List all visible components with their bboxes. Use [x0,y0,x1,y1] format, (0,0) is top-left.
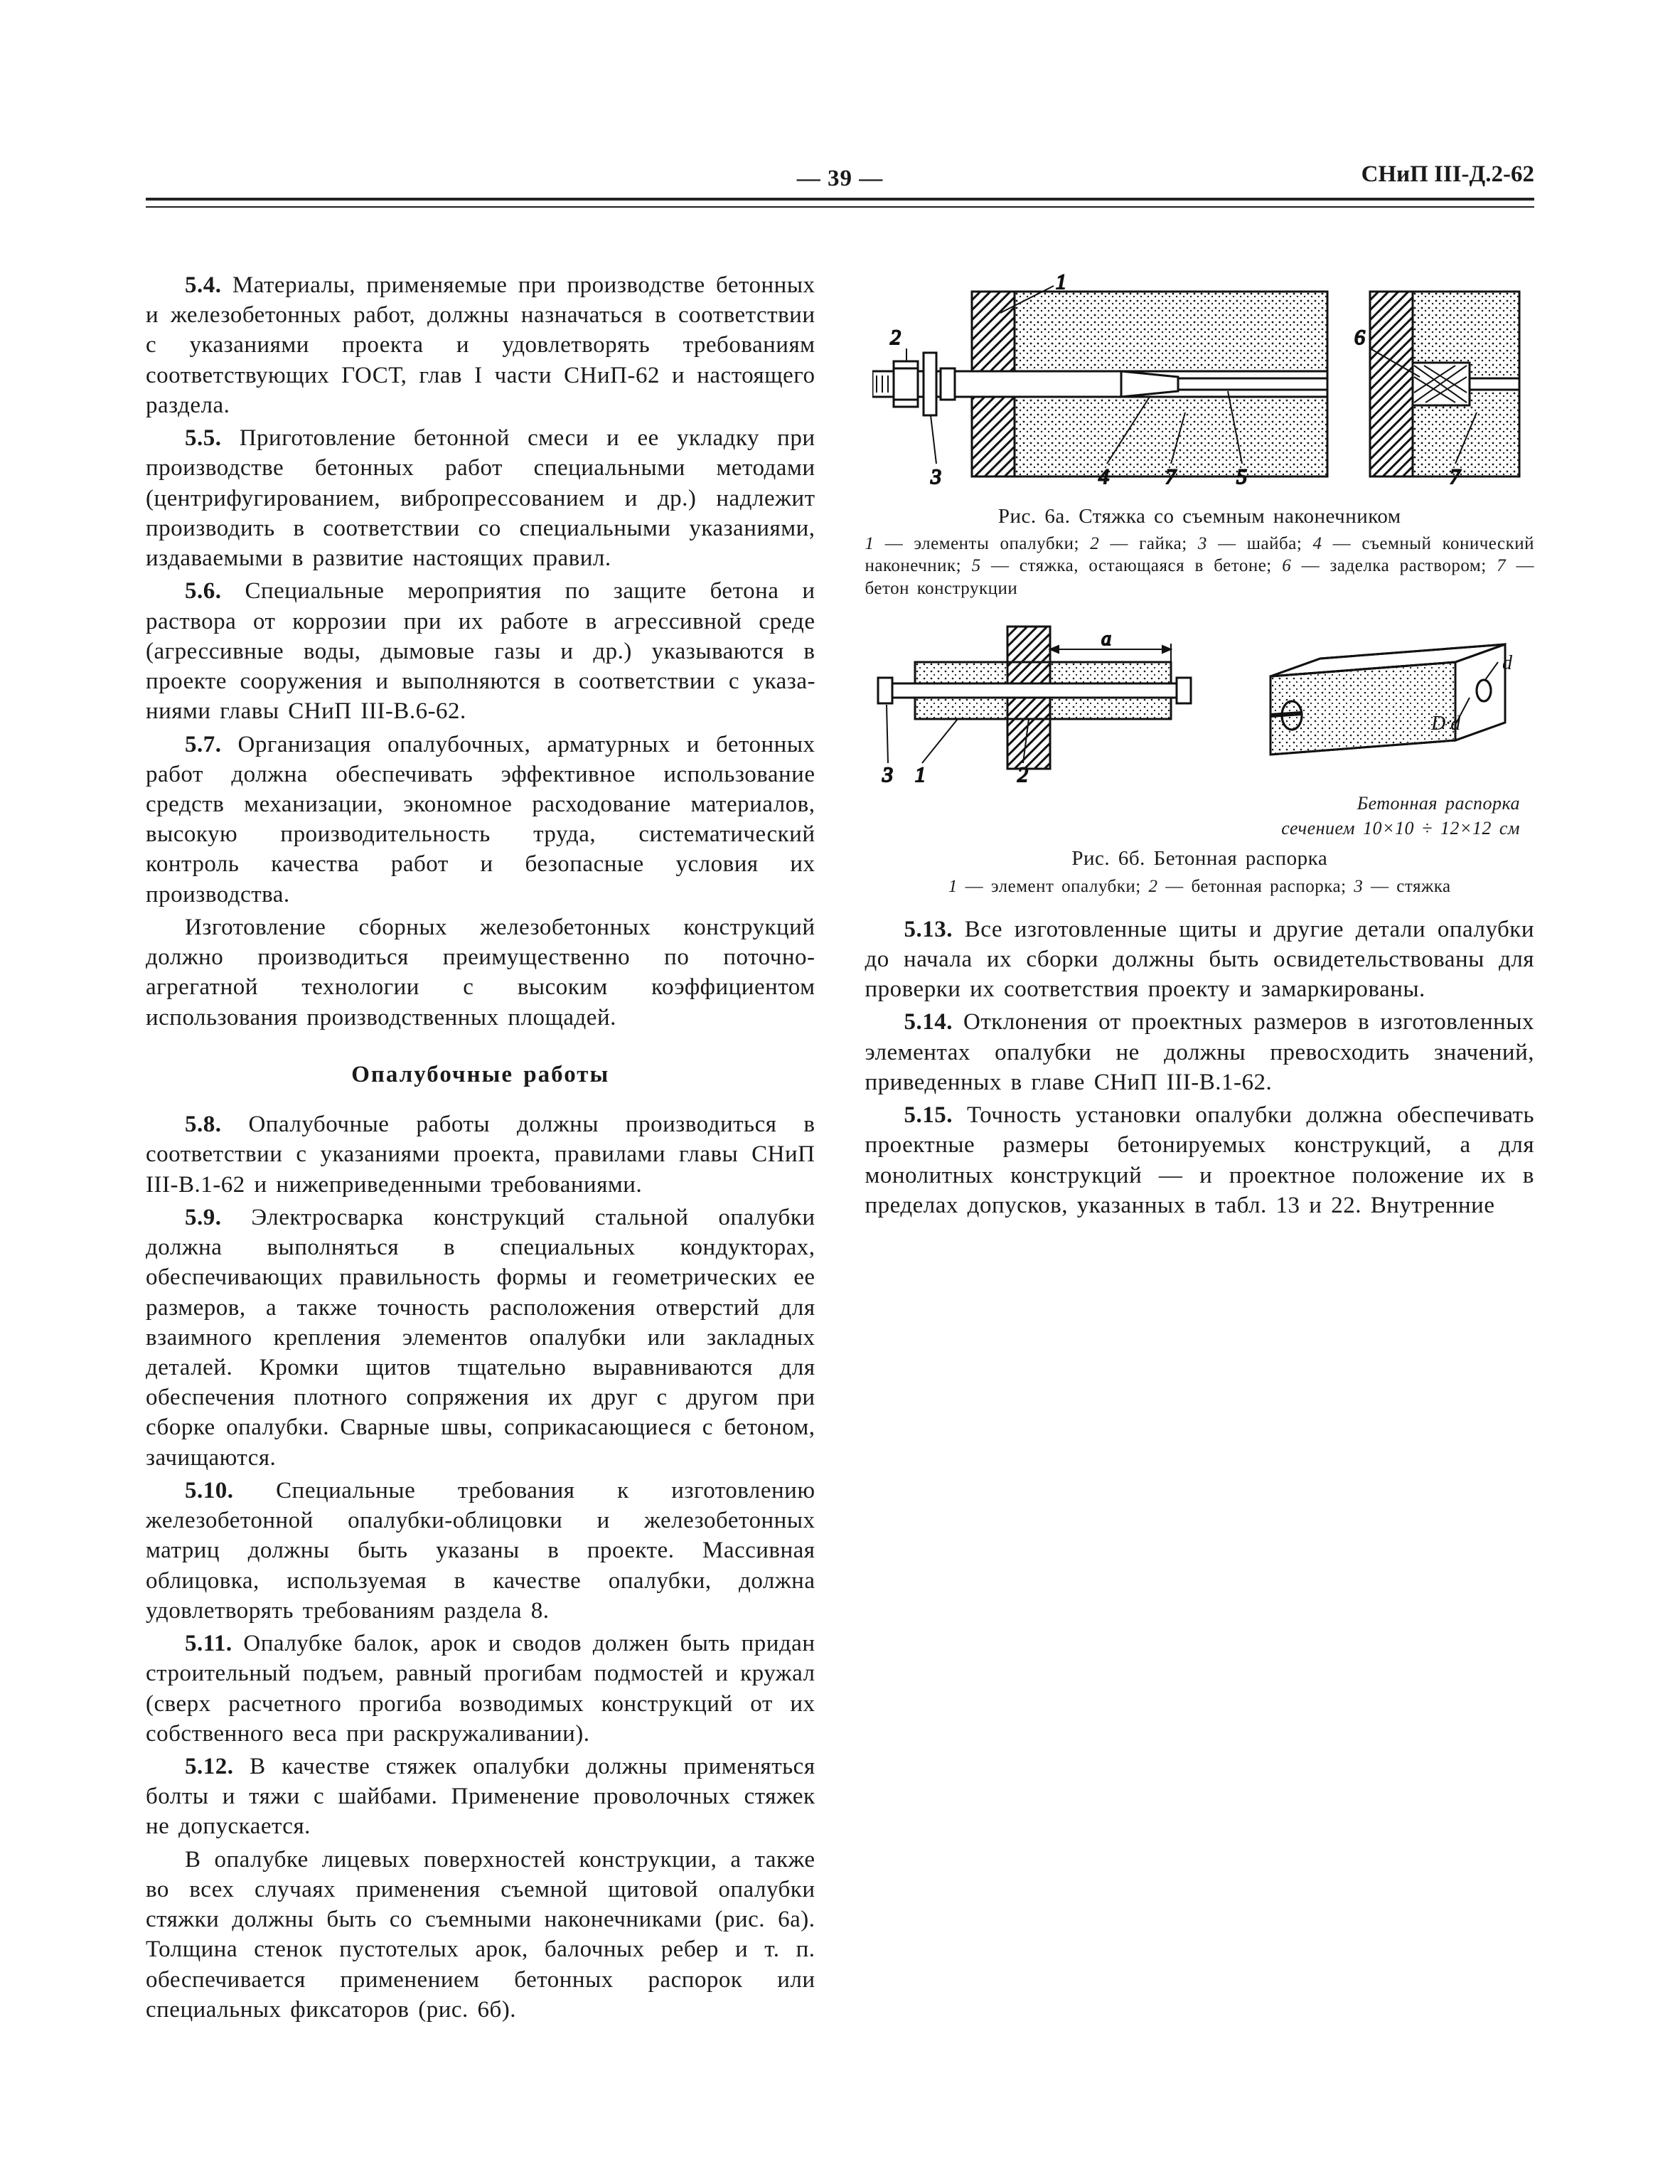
svg-text:2: 2 [1017,763,1028,787]
para-num: 5.6. [185,578,222,604]
para-text: Опалубочные работы должны произво­диться… [146,1112,815,1197]
svg-text:7: 7 [1165,465,1177,489]
para-5-6: 5.6. Специальные мероприятия по защите б… [146,576,815,726]
figure-6a: 1 2 3 4 5 7 [865,270,1535,600]
para-5-7b: Изготовление сборных железобетонных конс… [146,912,815,1033]
figure-6a-caption: Рис. 6а. Стяжка со съемным наконечником [865,504,1535,530]
para-5-10: 5.10. Специальные требования к изготовле… [146,1476,815,1626]
svg-text:5: 5 [1236,465,1247,489]
para-text: Электросварка конструкций стальной опалу… [146,1205,815,1471]
para-num: 5.8. [185,1112,222,1137]
para-num: 5.11. [185,1631,232,1656]
figure-6a-svg: 1 2 3 4 5 7 [872,270,1526,498]
para-text: Приготовление бетонной смеси и ее ук­лад… [146,425,815,571]
section-subtitle: Опалубочные работы [146,1060,815,1090]
para-5-9: 5.9. Электросварка конструкций стальной … [146,1203,815,1473]
para-num: 5.5. [185,425,222,451]
figure-6b-note-2: сечением 10×10 ÷ 12×12 см [865,816,1521,840]
para-num: 5.10. [185,1478,234,1503]
svg-text:1: 1 [915,763,926,787]
para-5-15: 5.15. Точность установки опалубки должна… [865,1100,1535,1220]
para-5-12: 5.12. В качестве стяжек опалубки должны … [146,1752,815,1842]
para-text: Организация опалубочных, арматур­ных и б… [146,732,815,907]
document-code: СНиП III-Д.2-62 [1361,159,1534,189]
para-num: 5.12. [185,1754,234,1779]
para-text: Специальные мероприятия по защите бетона… [146,578,815,724]
svg-text:4: 4 [1098,465,1109,489]
para-text: Отклонения от проектных размеров в изгот… [865,1009,1535,1094]
page: — 39 — СНиП III-Д.2-62 5.4. Материалы, п… [0,0,1680,2184]
para-num: 5.4. [185,272,222,298]
para-num: 5.9. [185,1205,222,1230]
para-text: Точность установки опалубки должна обесп… [865,1102,1535,1218]
para-num: 5.13. [904,917,953,942]
para-5-14: 5.14. Отклонения от проектных размеров в… [865,1007,1535,1097]
svg-text:7: 7 [1450,465,1462,489]
para-5-11: 5.11. Опалубке балок, арок и сводов дол­… [146,1629,815,1749]
para-5-4: 5.4. Материалы, применяемые при произ­во… [146,270,815,420]
para-5-13: 5.13. Все изготовленные щиты и другие де… [865,915,1535,1005]
figure-6b-legend: 1 — элемент опалубки; 2 — бетонная распо… [865,875,1535,897]
svg-text:1: 1 [1056,270,1066,294]
para-5-12b: В опалубке лицевых поверхностей конст­ру… [146,1845,815,2025]
para-5-5: 5.5. Приготовление бетонной смеси и ее у… [146,423,815,573]
para-num: 5.7. [185,732,222,757]
body-columns: 5.4. Материалы, применяемые при произ­во… [146,270,1534,2077]
header-rule-thick [146,198,1534,201]
para-text: Все изготовленные щиты и другие де­тали … [865,917,1535,1002]
para-text: Опалубке балок, арок и сводов дол­жен бы… [146,1631,815,1747]
figure-6b-svg: a 3 1 2 [872,612,1526,790]
figure-6b-note-1: Бетонная распорка [865,792,1521,815]
svg-text:3: 3 [930,465,941,489]
svg-text:a: a [1101,628,1111,650]
para-num: 5.14. [904,1009,953,1035]
para-text: Материалы, применяемые при произ­водстве… [146,272,815,418]
para-5-7: 5.7. Организация опалубочных, арматур­ны… [146,730,815,910]
figure-6a-legend: 1 — элементы опалубки; 2 — гайка; 3 — ша… [865,533,1535,600]
header-rule-thin [146,206,1534,208]
figure-6b-caption: Рис. 6б. Бетонная распорка [865,846,1535,872]
para-num: 5.15. [904,1102,953,1128]
svg-text:d: d [1502,652,1513,674]
page-number: — 39 — [797,166,884,191]
svg-text:6: 6 [1354,326,1365,349]
svg-text:3: 3 [882,763,893,787]
para-5-8: 5.8. Опалубочные работы должны произво­д… [146,1109,815,1200]
para-text: Специальные требования к изготовле­нию ж… [146,1478,815,1624]
figure-6b: a 3 1 2 [865,612,1535,897]
svg-text:2: 2 [890,326,901,349]
para-text: В качестве стяжек опалубки должны примен… [146,1754,815,1839]
page-header: — 39 — СНиП III-Д.2-62 [146,164,1534,193]
